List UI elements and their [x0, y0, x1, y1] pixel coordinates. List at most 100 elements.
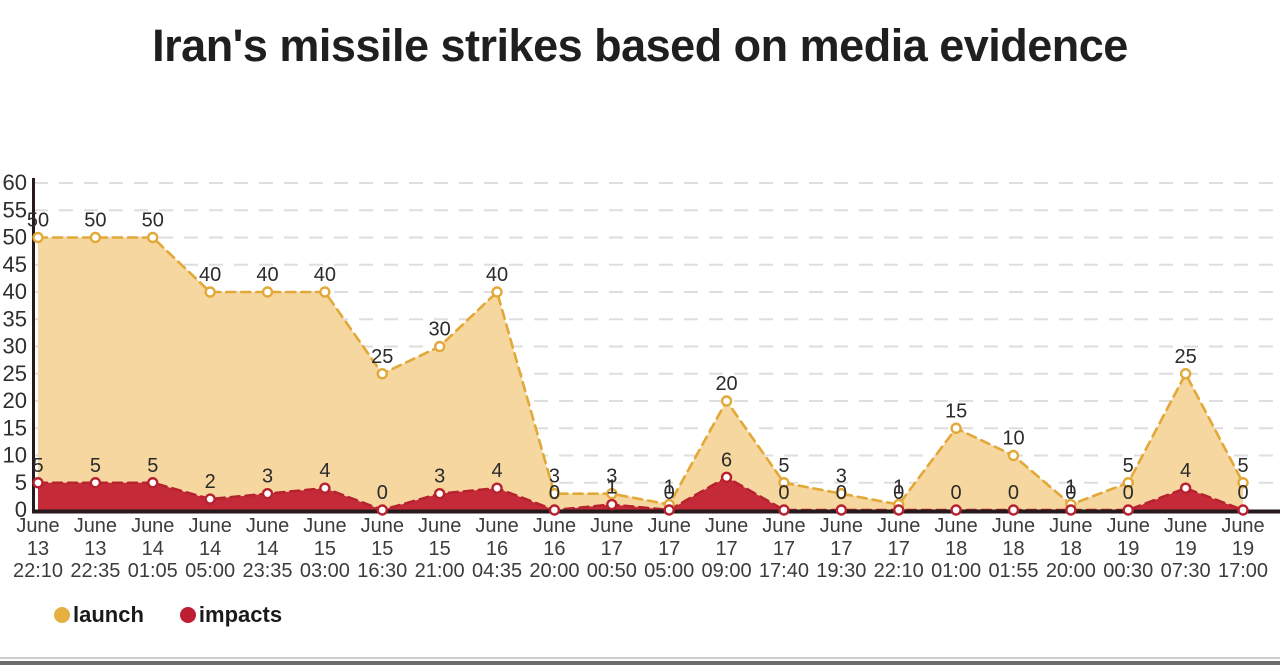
svg-text:30: 30 — [3, 334, 27, 359]
svg-text:20: 20 — [715, 373, 737, 395]
svg-text:3: 3 — [434, 466, 445, 488]
svg-text:3: 3 — [836, 466, 847, 488]
svg-text:4: 4 — [1180, 460, 1191, 482]
svg-text:10: 10 — [3, 443, 27, 468]
svg-text:10: 10 — [1002, 428, 1024, 450]
svg-text:60: 60 — [3, 170, 27, 195]
svg-text:40: 40 — [486, 264, 508, 286]
svg-text:0: 0 — [377, 482, 388, 504]
svg-text:5: 5 — [147, 455, 158, 477]
impacts-markers — [32, 471, 1249, 516]
impacts-swatch-icon — [179, 607, 196, 623]
bottom-divider — [0, 657, 1280, 659]
svg-text:25: 25 — [371, 346, 393, 368]
svg-text:20: 20 — [3, 388, 27, 413]
impacts-value-labels: 5 5 52 3 403 40 1 060 0 0 0 0 0 040 — [32, 449, 1248, 504]
svg-text:45: 45 — [3, 252, 27, 277]
launch-area — [38, 237, 1243, 510]
svg-text:5: 5 — [90, 455, 101, 477]
svg-text:0: 0 — [836, 482, 847, 504]
svg-text:55: 55 — [3, 197, 27, 222]
svg-text:5: 5 — [32, 455, 43, 477]
svg-text:50: 50 — [3, 225, 27, 250]
svg-text:2: 2 — [205, 471, 216, 493]
impacts-area — [38, 477, 1243, 510]
svg-text:1: 1 — [606, 477, 617, 499]
svg-text:1: 1 — [893, 477, 904, 499]
svg-text:40: 40 — [199, 264, 221, 286]
svg-text:30: 30 — [429, 319, 451, 341]
legend-item-launch: launch — [54, 602, 144, 628]
svg-text:25: 25 — [1174, 346, 1196, 368]
svg-text:0: 0 — [15, 497, 27, 522]
svg-text:0: 0 — [778, 482, 789, 504]
legend-label-launch: launch — [73, 602, 144, 627]
svg-text:4: 4 — [491, 460, 502, 482]
svg-text:5: 5 — [1123, 455, 1134, 477]
svg-text:15: 15 — [945, 400, 967, 422]
legend-label-impacts: impacts — [198, 602, 283, 627]
svg-text:0: 0 — [1008, 482, 1019, 504]
svg-text:50: 50 — [84, 210, 106, 232]
svg-text:0: 0 — [1237, 482, 1248, 504]
legend: launch impacts — [54, 602, 282, 628]
svg-text:0: 0 — [1123, 482, 1134, 504]
svg-text:6: 6 — [721, 449, 732, 471]
svg-text:15: 15 — [3, 415, 27, 440]
svg-text:3: 3 — [262, 466, 273, 488]
window-edge — [0, 661, 1280, 665]
svg-text:5: 5 — [15, 470, 27, 495]
launch-line — [36, 236, 1245, 507]
svg-text:3: 3 — [549, 466, 560, 488]
svg-text:3: 3 — [606, 466, 617, 488]
svg-text:40: 40 — [3, 279, 27, 304]
launch-swatch-icon — [54, 607, 70, 623]
svg-text:5: 5 — [778, 455, 789, 477]
svg-text:50: 50 — [27, 210, 49, 232]
svg-text:35: 35 — [3, 306, 27, 331]
svg-text:1: 1 — [1065, 477, 1076, 499]
svg-text:0: 0 — [549, 482, 560, 504]
svg-text:4: 4 — [319, 460, 330, 482]
svg-text:5: 5 — [1237, 455, 1248, 477]
svg-text:0: 0 — [1065, 482, 1076, 504]
page-title: Iran's missile strikes based on media ev… — [152, 20, 1128, 71]
chart-area: 50 50 50 40 40 40 25 30 40 3 3 1 20 5 3 1 15 10 1 5 25 5 5 5 5 2 3… — [0, 170, 1280, 605]
svg-text:40: 40 — [256, 264, 278, 286]
svg-text:25: 25 — [3, 361, 27, 386]
svg-text:0: 0 — [893, 482, 904, 504]
legend-item-impacts: impacts — [179, 602, 283, 628]
svg-text:0: 0 — [951, 482, 962, 504]
launch-markers — [32, 231, 1249, 511]
svg-text:40: 40 — [314, 264, 336, 286]
svg-text:1: 1 — [664, 477, 675, 499]
svg-text:0: 0 — [664, 482, 675, 504]
svg-text:50: 50 — [142, 210, 164, 232]
